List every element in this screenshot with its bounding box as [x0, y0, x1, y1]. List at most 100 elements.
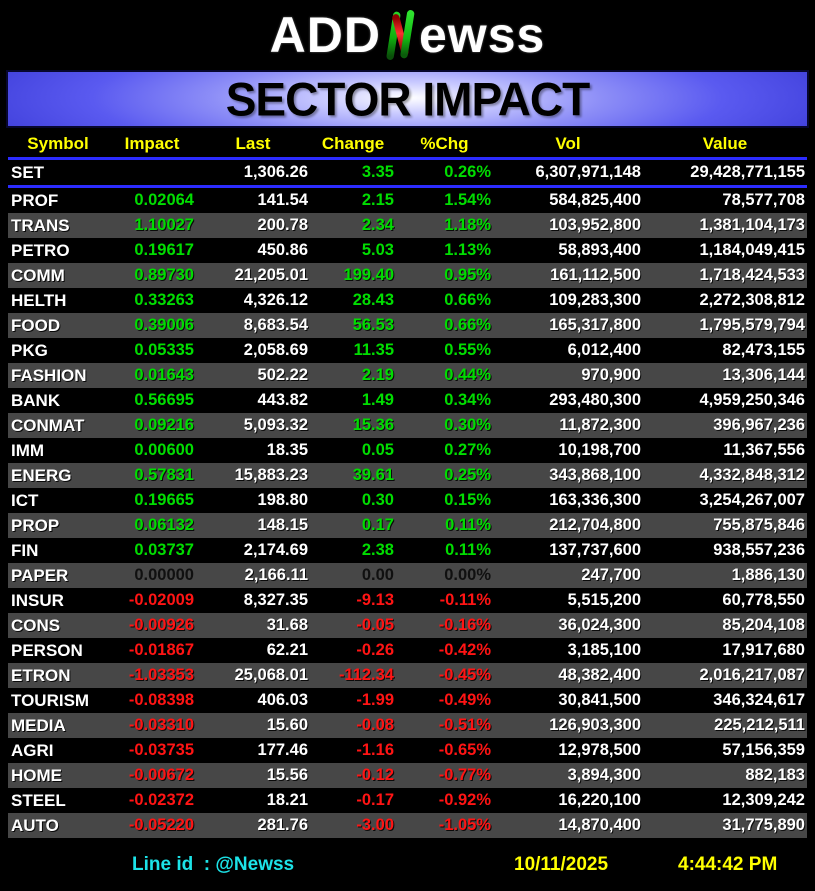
pchg-cell: 0.66% — [444, 291, 491, 309]
value-cell: 82,473,155 — [722, 341, 805, 359]
vol-cell: 584,825,400 — [549, 191, 641, 209]
last-cell: 2,058.69 — [243, 341, 308, 359]
symbol-cell: FIN — [11, 540, 39, 560]
table-row: BANK 0.56695 443.82 1.49 0.34% 293,480,300 4,9… — [8, 388, 807, 413]
last-cell: 406.03 — [257, 691, 308, 709]
value-cell: 17,917,680 — [722, 641, 805, 659]
last-cell: 8,327.35 — [243, 591, 308, 609]
last-cell: 31.68 — [266, 616, 308, 634]
pchg-cell: 0.34% — [444, 391, 491, 409]
column-header: Value — [702, 133, 748, 153]
table-row: PETRO 0.19617 450.86 5.03 1.13% 58,893,400 1,1… — [8, 238, 807, 263]
change-cell: -0.26 — [356, 641, 394, 659]
impact-cell: 0.19665 — [134, 491, 194, 509]
pchg-cell: 0.11% — [445, 516, 491, 534]
page-title: SECTOR IMPACT — [225, 72, 591, 126]
symbol-cell: MEDIA — [11, 715, 66, 735]
vol-cell: 30,841,500 — [558, 691, 641, 709]
impact-cell: 0.06132 — [134, 516, 194, 534]
value-cell: 346,324,617 — [713, 691, 805, 709]
last-cell: 2,174.69 — [243, 541, 308, 559]
value-cell: 225,212,511 — [714, 716, 805, 734]
table-row: COMM 0.89730 21,205.01 199.40 0.95% 161,112,5… — [8, 263, 807, 288]
table-row: CONMAT 0.09216 5,093.32 15.36 0.30% 11,872,30… — [8, 413, 807, 438]
change-cell: -9.13 — [356, 591, 394, 609]
table-row: FOOD 0.39006 8,683.54 56.53 0.66% 165,317,800… — [8, 313, 807, 338]
impact-cell: 0.00000 — [134, 566, 194, 584]
symbol-cell: STEEL — [11, 790, 66, 810]
impact-cell: 0.57831 — [134, 466, 194, 484]
table-row: PKG 0.05335 2,058.69 11.35 0.55% 6,012,400 82,… — [8, 338, 807, 363]
pchg-cell: 0.11% — [445, 541, 491, 559]
table-row: ICT 0.19665 198.80 0.30 0.15% 163,336,300 3,25… — [8, 488, 807, 513]
value-cell: 3,254,267,007 — [699, 491, 805, 509]
value-cell: 1,184,049,415 — [699, 241, 805, 259]
pchg-cell: -1.05% — [438, 816, 491, 834]
value-cell: 12,309,242 — [722, 791, 805, 809]
impact-cell: 0.02064 — [134, 191, 194, 209]
table-row: ETRON -1.03353 25,068.01 -112.34 -0.45% 48,38… — [8, 663, 807, 688]
column-header: Symbol — [27, 133, 89, 153]
sector-table: Symbol Impact Last Change %Chg Vol Value SET 1… — [8, 130, 807, 838]
value-cell: 755,875,846 — [713, 516, 805, 534]
pchg-cell: 1.13% — [444, 241, 491, 259]
value-cell: 2,016,217,087 — [699, 666, 805, 684]
last-cell: 1,306.26 — [243, 163, 308, 181]
change-cell: 11.35 — [353, 341, 394, 359]
last-cell: 15,883.23 — [234, 466, 308, 484]
value-cell: 1,795,579,794 — [699, 316, 805, 334]
symbol-cell: TRANS — [11, 215, 70, 235]
value-cell: 31,775,890 — [722, 816, 805, 834]
column-header: Change — [321, 133, 385, 153]
table-row: FASHION 0.01643 502.22 2.19 0.44% 970,900 13,3… — [8, 363, 807, 388]
impact-cell: -0.03310 — [128, 716, 194, 734]
footer: Line id : @Newss 10/11/2025 4:44:42 PM — [0, 838, 815, 891]
value-cell: 60,778,550 — [722, 591, 805, 609]
pchg-cell: -0.51% — [438, 716, 491, 734]
vol-cell: 212,704,800 — [549, 516, 641, 534]
last-cell: 198.80 — [257, 491, 308, 509]
vol-cell: 10,198,700 — [558, 441, 641, 459]
pchg-cell: 0.95% — [444, 266, 491, 284]
change-cell: 0.17 — [361, 516, 394, 534]
last-cell: 502.22 — [257, 366, 308, 384]
change-cell: 2.19 — [361, 366, 394, 384]
pchg-cell: -0.45% — [438, 666, 491, 684]
table-row: INSUR -0.02009 8,327.35 -9.13 -0.11% 5,515,20… — [8, 588, 807, 613]
addnewss-logo: ADD ewss — [0, 0, 815, 70]
change-cell: 0.30 — [361, 491, 394, 509]
vol-cell: 6,012,400 — [567, 341, 641, 359]
pchg-cell: -0.92% — [438, 791, 491, 809]
vol-cell: 12,978,500 — [558, 741, 641, 759]
last-cell: 443.82 — [257, 391, 308, 409]
change-cell: -112.34 — [338, 666, 394, 684]
symbol-cell: ENERG — [11, 465, 72, 485]
table-row: PROP 0.06132 148.15 0.17 0.11% 212,704,800 755… — [8, 513, 807, 538]
impact-cell: -0.00926 — [128, 616, 194, 634]
value-cell: 396,967,236 — [713, 416, 805, 434]
change-cell: 28.43 — [352, 291, 394, 309]
value-cell: 57,156,359 — [722, 741, 805, 759]
pchg-cell: -0.11% — [439, 591, 491, 609]
last-cell: 177.46 — [257, 741, 308, 759]
vol-cell: 109,283,300 — [549, 291, 641, 309]
date-label: 10/11/2025 — [514, 853, 609, 875]
value-cell: 4,332,848,312 — [699, 466, 805, 484]
pchg-cell: 0.00% — [444, 566, 491, 584]
impact-cell: 0.33263 — [134, 291, 194, 309]
vol-cell: 6,307,971,148 — [535, 163, 641, 181]
change-cell: 5.03 — [361, 241, 394, 259]
impact-cell: -0.02009 — [128, 591, 194, 609]
change-cell: 2.34 — [361, 216, 394, 234]
column-header: %Chg — [420, 133, 469, 153]
value-cell: 13,306,144 — [722, 366, 805, 384]
table-row: TRANS 1.10027 200.78 2.34 1.18% 103,952,800 1,… — [8, 213, 807, 238]
change-cell: 0.00 — [361, 566, 394, 584]
change-cell: -3.00 — [356, 816, 394, 834]
impact-cell: -0.08398 — [128, 691, 194, 709]
vol-cell: 14,870,400 — [558, 816, 641, 834]
vol-cell: 3,894,300 — [567, 766, 641, 784]
change-cell: 1.49 — [361, 391, 394, 409]
symbol-cell: PKG — [11, 340, 48, 360]
change-cell: 0.05 — [361, 441, 394, 459]
